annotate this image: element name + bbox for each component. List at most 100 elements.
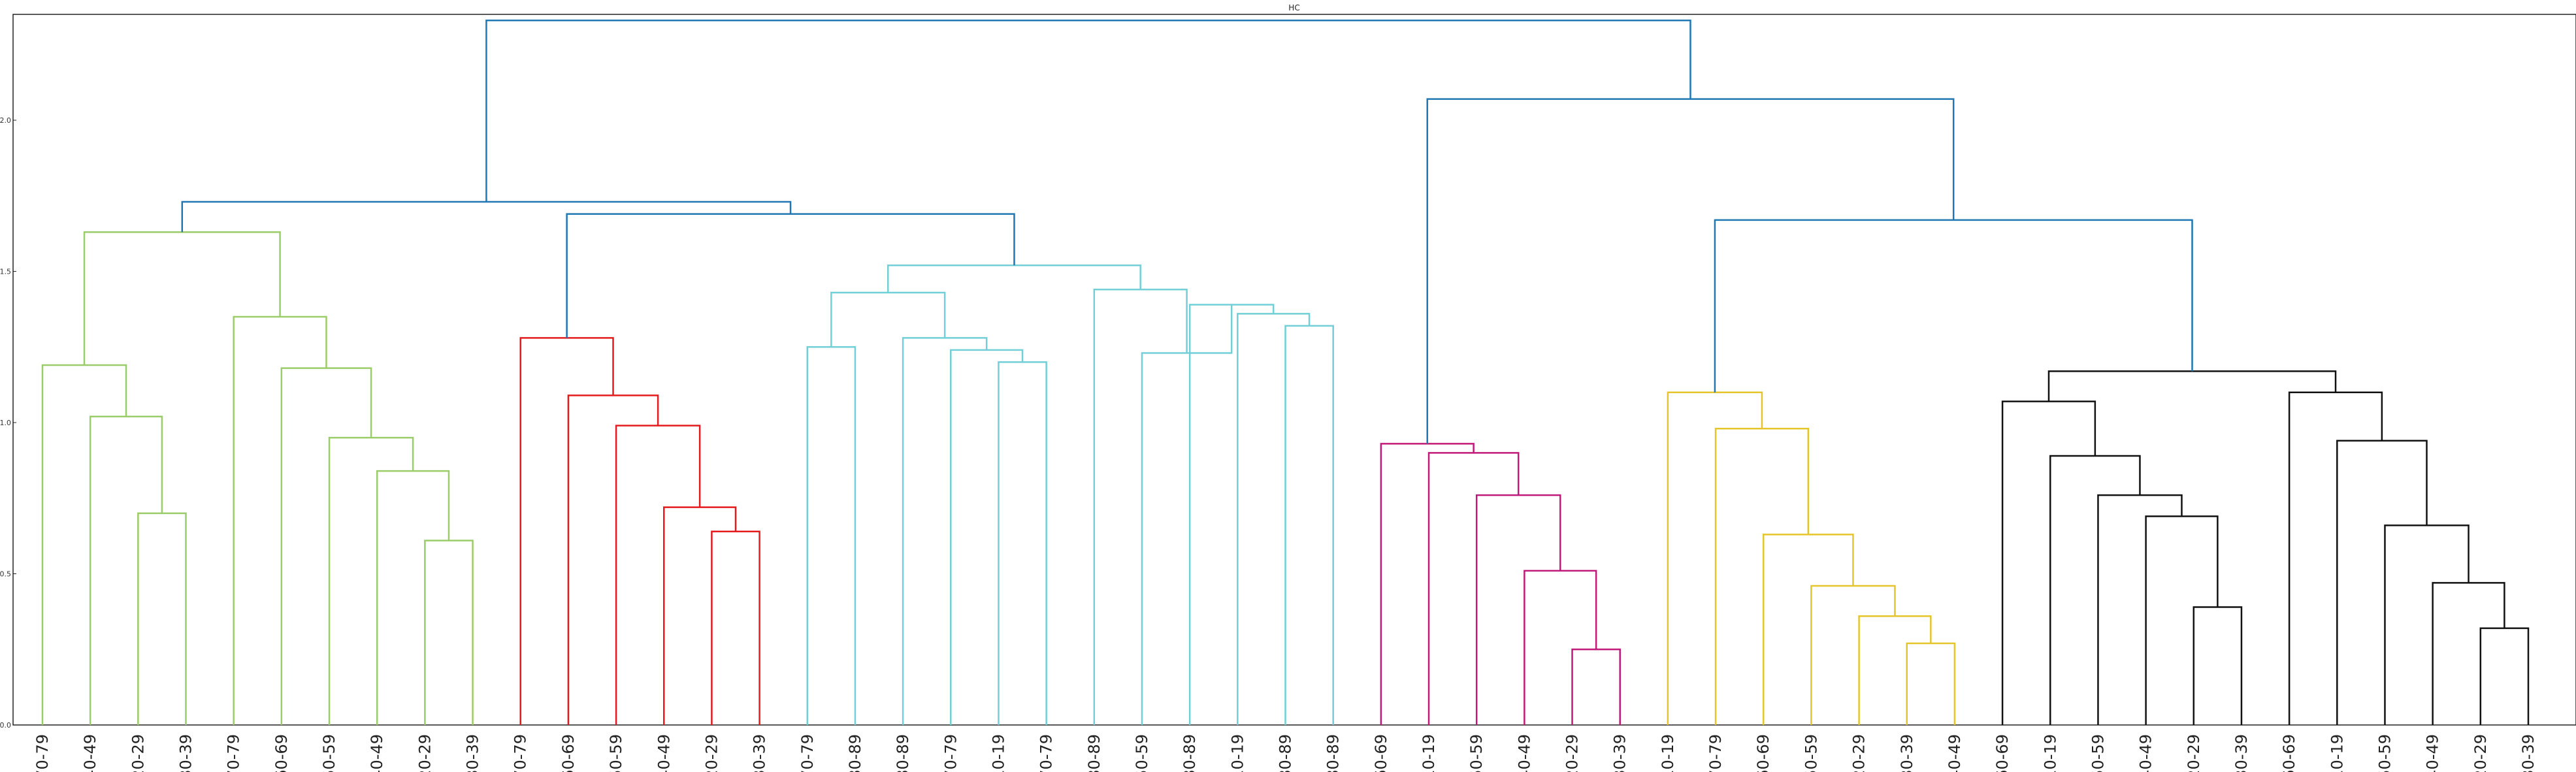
leaf-label: 40-49: [655, 734, 673, 772]
dendrogram-link: [902, 337, 988, 725]
dendrogram-link: [1284, 325, 1334, 725]
dendrogram-link: [2001, 400, 2096, 725]
leaf-label: 70-79: [512, 734, 530, 772]
dendrogram-link: [1188, 304, 1275, 725]
leaf-label: 60-69: [272, 734, 291, 772]
leaf-label: 80-89: [894, 734, 912, 772]
dendrogram-link: [181, 201, 792, 233]
dendrogram-link: [1141, 304, 1233, 725]
dendrogram-link: [711, 530, 760, 725]
dendrogram-link: [663, 506, 737, 725]
leaf-label: 50-59: [320, 734, 338, 772]
leaf-label: 10-19: [989, 734, 1007, 772]
leaf-label: 30-39: [177, 734, 195, 772]
leaf-label: 30-39: [1898, 734, 1916, 772]
dendrogram-link: [2384, 524, 2470, 725]
leaf-label: 10-19: [1659, 734, 1677, 772]
leaf-label: 60-69: [1754, 734, 1772, 772]
leaf-label: 60-69: [2280, 734, 2298, 772]
leaf-label: 30-39: [464, 734, 482, 772]
dendrogram-link: [233, 315, 327, 725]
leaf-label: 40-49: [2137, 734, 2155, 772]
leaf-label: 70-79: [798, 734, 817, 772]
leaf-label: 40-49: [1515, 734, 1533, 772]
dendrogram-link: [998, 361, 1047, 725]
leaf-label: 80-89: [1277, 734, 1295, 772]
leaf-label: 40-49: [1946, 734, 1964, 772]
leaf-label: 10-19: [1420, 734, 1438, 772]
dendrogram-link: [485, 20, 1691, 202]
leaf-label: 50-59: [1133, 734, 1151, 772]
y-tick-label: 2.0: [0, 116, 11, 125]
dendrogram-link: [2336, 440, 2428, 725]
dendrogram-link: [1524, 570, 1597, 725]
dendrogram-link: [328, 436, 414, 725]
y-tick-label: 0.0: [0, 721, 11, 730]
leaf-label: 70-79: [1706, 734, 1725, 772]
leaf-label: 50-59: [2089, 734, 2107, 772]
y-tick-label: 1.5: [0, 268, 11, 276]
dendrogram-link: [376, 470, 450, 725]
dendrogram-link: [887, 265, 1141, 293]
leaf-label: 30-39: [751, 734, 769, 772]
dendrogram-link: [2047, 370, 2337, 402]
dendrogram-link: [41, 364, 127, 725]
dendrogram-link: [2145, 515, 2219, 725]
dendrogram-link: [2479, 627, 2530, 725]
dendrogram-link: [566, 213, 1015, 338]
leaf-label: 70-79: [33, 734, 52, 772]
dendrogram-link: [280, 367, 372, 725]
leaf-labels: 70-79 40-49 20-29 30-39 70-79 60-69 50-59 40-49…: [33, 734, 2537, 772]
dendrogram-link: [1810, 585, 1896, 725]
leaf-label: 40-49: [81, 734, 99, 772]
dendrogram-link: [1762, 534, 1854, 725]
leaf-label: 30-39: [1611, 734, 1629, 772]
leaf-label: 50-59: [2375, 734, 2394, 772]
leaf-label: 30-39: [2519, 734, 2537, 772]
chart-title: HC: [1288, 3, 1299, 12]
dendrogram-link: [137, 512, 187, 725]
leaf-label: 50-59: [1467, 734, 1486, 772]
leaf-label: 20-29: [416, 734, 434, 772]
leaf-label: 10-19: [1228, 734, 1247, 772]
y-axis: 0.0 0.5 1.0 1.5 2.0: [0, 116, 16, 730]
dendrogram-link: [2193, 606, 2243, 725]
dendrogram-link: [83, 231, 281, 366]
leaf-label: 70-79: [1037, 734, 1056, 772]
leaf-label: 20-29: [1850, 734, 1868, 772]
dendrogram-link: [1475, 494, 1561, 725]
leaf-label: 10-19: [2041, 734, 2059, 772]
dendrogram-link: [615, 425, 701, 725]
dendrogram-link: [2432, 582, 2505, 725]
leaf-label: 10-19: [2328, 734, 2346, 772]
y-tick-label: 1.0: [0, 419, 11, 427]
leaf-label: 20-29: [129, 734, 147, 772]
leaf-label: 50-59: [1802, 734, 1820, 772]
leaf-label: 80-89: [846, 734, 864, 772]
dendrogram-link: [1906, 642, 1956, 725]
dendrogram-link: [89, 415, 163, 725]
dendrogram-links: [41, 20, 2530, 725]
dendrogram-link: [1714, 428, 1810, 725]
dendrogram-link: [2097, 494, 2183, 725]
dendrogram-link: [1427, 452, 1520, 725]
dendrogram-link: [2288, 391, 2383, 725]
leaf-label: 20-29: [1563, 734, 1582, 772]
dendrogram-link: [567, 394, 659, 725]
dendrogram-link: [806, 346, 856, 725]
dendrogram-link: [1093, 289, 1188, 725]
dendrogram-link: [424, 539, 474, 725]
leaf-label: 20-29: [2471, 734, 2490, 772]
dendrogram-link: [1714, 219, 2193, 393]
dendrogram-link: [1858, 615, 1932, 725]
y-tick-label: 0.5: [0, 570, 11, 579]
plot-frame: [12, 14, 2576, 726]
leaf-label: 60-69: [559, 734, 578, 772]
leaf-label: 70-79: [225, 734, 243, 772]
dendrogram-link: [1237, 313, 1311, 725]
leaf-label: 40-49: [2424, 734, 2442, 772]
leaf-label: 20-29: [2185, 734, 2203, 772]
leaf-label: 40-49: [368, 734, 386, 772]
